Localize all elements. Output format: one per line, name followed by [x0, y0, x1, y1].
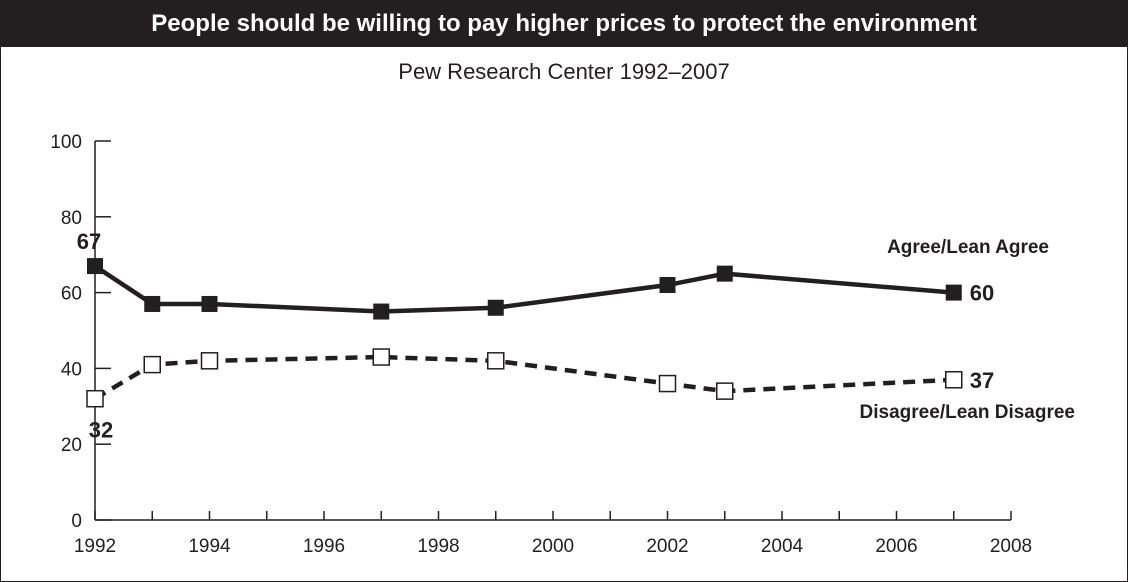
disagree-marker: [716, 382, 734, 400]
disagree-marker: [200, 352, 219, 370]
disagree-marker: [658, 374, 677, 393]
y-tick-label: 40: [61, 359, 82, 380]
x-tick-label: 1992: [74, 536, 116, 557]
chart-title: People should be willing to pay higher p…: [1, 1, 1127, 47]
agree-marker: [659, 277, 676, 294]
x-tick-label: 2000: [532, 536, 574, 557]
x-tick-label: 1996: [303, 536, 345, 557]
x-tick-label: 2008: [990, 536, 1032, 557]
series-label-agree: Agree/Lean Agree: [887, 237, 1049, 258]
x-tick-label: 2006: [875, 536, 917, 557]
data-label: 60: [970, 281, 994, 306]
y-tick-label: 80: [61, 208, 82, 229]
x-tick-label: 1994: [188, 536, 231, 557]
data-label: 37: [970, 368, 994, 393]
agree-marker: [487, 299, 504, 316]
agree-marker: [201, 295, 218, 312]
series-line-agree: [93, 264, 954, 314]
disagree-marker: [143, 355, 161, 374]
y-tick-label: 20: [61, 435, 82, 456]
agree-marker: [716, 265, 733, 282]
disagree-marker: [487, 352, 505, 370]
y-tick-label: 0: [71, 511, 82, 532]
agree-marker: [945, 284, 962, 301]
disagree-marker: [372, 348, 390, 366]
data-label: 32: [89, 418, 113, 443]
agree-marker: [144, 295, 161, 312]
x-tick-label: 1998: [417, 536, 459, 557]
chart-subtitle: Pew Research Center 1992–2007: [398, 59, 730, 84]
x-tick-label: 2002: [646, 536, 688, 557]
disagree-marker: [945, 371, 963, 389]
y-tick-label: 100: [50, 132, 82, 153]
series-label-disagree: Disagree/Lean Disagree: [860, 402, 1075, 423]
x-tick-label: 2004: [761, 536, 804, 557]
agree-marker: [87, 258, 103, 275]
data-label: 67: [77, 229, 101, 254]
disagree-marker: [86, 389, 104, 408]
series-line-disagree: [93, 354, 954, 401]
y-tick-label: 60: [61, 284, 82, 305]
agree-marker: [373, 303, 390, 320]
